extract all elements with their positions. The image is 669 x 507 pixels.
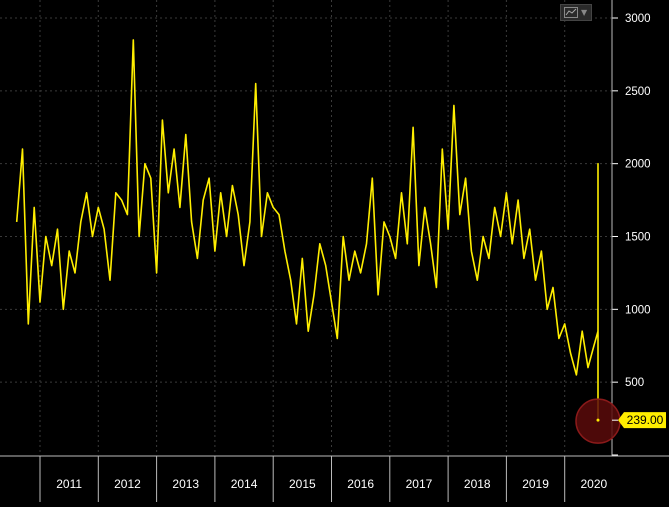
x-tick-label: 2013 [172, 477, 199, 491]
y-tick-label: 1500 [625, 232, 651, 244]
x-tick-label: 2016 [347, 477, 374, 491]
last-value-point [596, 418, 600, 422]
last-value-tag [618, 412, 666, 429]
x-tick-label: 2015 [289, 477, 316, 491]
y-tick-label: 2000 [625, 159, 651, 171]
marker-layer: 239.00 [575, 398, 666, 444]
chart-type-button[interactable]: ▼ [560, 4, 592, 21]
x-tick-label: 2011 [56, 477, 82, 491]
x-tick-label: 2017 [406, 477, 433, 491]
chevron-down-icon: ▼ [581, 7, 588, 17]
x-tick-label: 2019 [522, 477, 549, 491]
x-tick-label: 2018 [464, 477, 491, 491]
grid-layer [0, 0, 612, 455]
last-value-label: 239.00 [627, 413, 664, 427]
y-tick-label: 3000 [625, 13, 651, 25]
y-tick-label: 1000 [625, 304, 651, 316]
y-tick-label: 500 [625, 377, 644, 389]
series-line [15, 39, 599, 421]
line-chart-icon [564, 7, 578, 18]
x-tick-label: 2012 [114, 477, 141, 491]
y-tick-label: 2500 [625, 86, 651, 98]
series-layer [15, 39, 599, 421]
x-tick-label: 2014 [231, 477, 258, 491]
x-tick-label: 2020 [580, 477, 607, 491]
